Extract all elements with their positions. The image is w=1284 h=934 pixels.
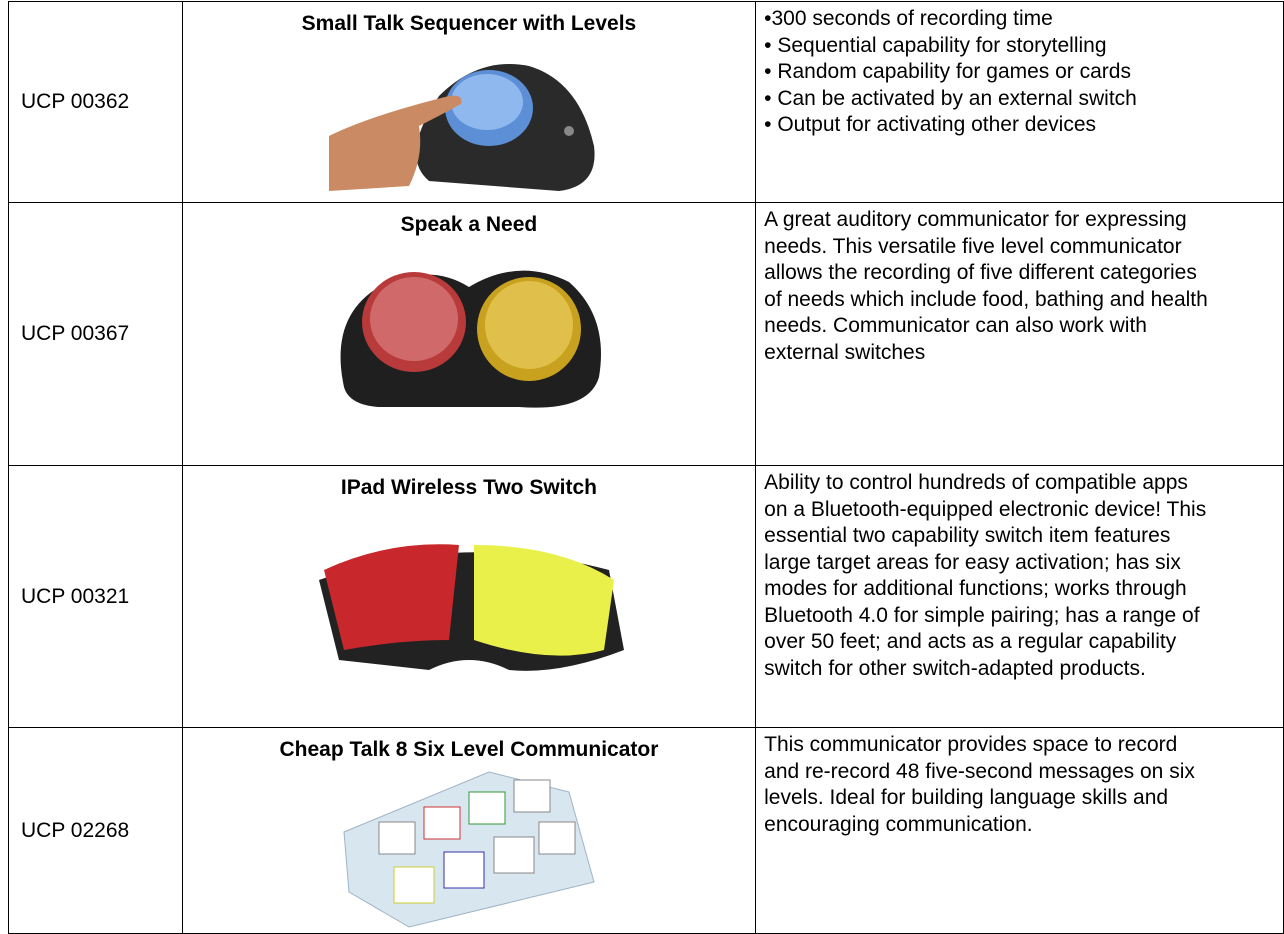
product-table: UCP 00362 Small Talk Sequencer with Leve… (8, 1, 1284, 934)
product-title: IPad Wireless Two Switch (340, 476, 598, 499)
product-image (328, 64, 595, 191)
product-cell: Small Talk Sequencer with Levels (181, 1, 757, 203)
row: UCP 00367 Speak a Need A great auditory … (8, 202, 1284, 466)
description: This communicator provides space to reco… (755, 727, 1284, 934)
description-line: • Output for activating other devices (764, 113, 1096, 136)
description-line: large target areas for easy activation; … (764, 550, 1181, 574)
description-line: A great auditory communicator for expres… (764, 208, 1187, 231)
description-line: switch for other switch-adapted products… (764, 656, 1146, 680)
description-line: • Random capability for games or cards (764, 60, 1131, 83)
description-line: essential two capability switch item fea… (764, 524, 1171, 547)
product-cell: Cheap Talk 8 Six Level Communicator (181, 727, 757, 934)
description-line: needs. Communicator can also work with (764, 314, 1147, 337)
product-title: Small Talk Sequencer with Levels (301, 12, 637, 35)
product-cell: Speak a Need (181, 202, 757, 466)
table-body: UCP 00362 Small Talk Sequencer with Leve… (8, 1, 1284, 934)
item-id: UCP 00362 (8, 1, 183, 203)
item-id: UCP 02268 (8, 727, 183, 934)
description-line: over 50 feet; and acts as a regular capa… (764, 630, 1177, 653)
description-line: •300 seconds of recording time (764, 7, 1053, 30)
description-line: • Can be activated by an external switch (764, 86, 1137, 110)
description-line: Bluetooth 4.0 for simple pairing; has a … (764, 603, 1200, 627)
product-image (318, 544, 624, 671)
description: •300 seconds of recording time • Sequenti… (755, 1, 1284, 203)
row: UCP 00362 Small Talk Sequencer with Leve… (8, 1, 1284, 203)
product-title: Cheap Talk 8 Six Level Communicator (279, 738, 659, 761)
description-line: external switches (764, 340, 926, 364)
product-image (340, 270, 601, 408)
description-line: needs. This versatile five level communi… (764, 234, 1182, 258)
description-line: modes for additional functions; works th… (764, 577, 1187, 600)
description-line: This communicator provides space to reco… (764, 733, 1178, 756)
description: A great auditory communicator for expres… (755, 202, 1284, 466)
product-cell: IPad Wireless Two Switch (181, 465, 757, 728)
product-image (343, 771, 595, 928)
description: Ability to control hundreds of compatibl… (755, 465, 1284, 728)
description-line: • Sequential capability for storytelling (764, 33, 1107, 57)
description-line: encouraging communication. (764, 812, 1033, 836)
description-line: of needs which include food, bathing and… (764, 287, 1208, 311)
description-line: on a Bluetooth-equipped electronic devic… (764, 497, 1207, 521)
item-id: UCP 00367 (8, 202, 183, 466)
description-line: levels. Ideal for building language skil… (764, 786, 1169, 809)
description-line: Ability to control hundreds of compatibl… (764, 471, 1188, 494)
description-line: allows the recording of five different c… (764, 261, 1197, 284)
row: UCP 02268 Cheap Talk 8 Six Level Communi… (8, 727, 1284, 934)
description-line: and re-record 48 five-second messages on… (764, 759, 1195, 783)
product-title: Speak a Need (400, 213, 538, 236)
item-id: UCP 00321 (8, 465, 183, 728)
row: UCP 00321 IPad Wireless Two Switch Abili… (8, 465, 1284, 728)
